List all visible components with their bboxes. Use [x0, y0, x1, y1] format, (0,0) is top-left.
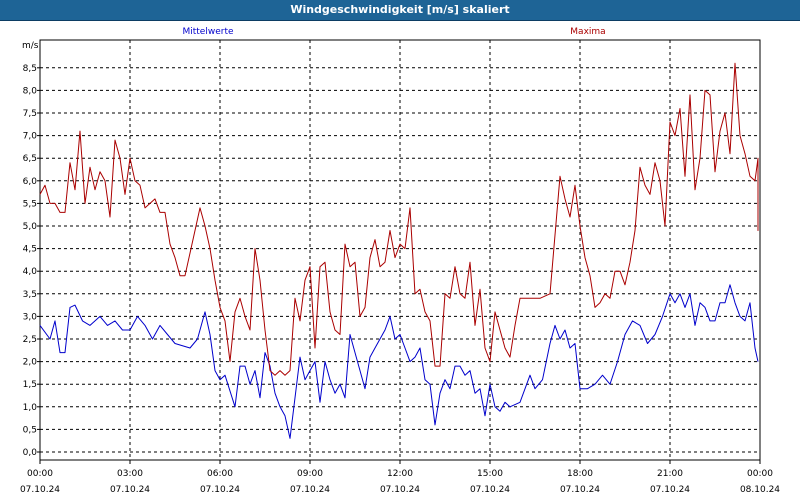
y-tick-label: 7,0	[23, 132, 38, 142]
series-line-maxima	[39, 62, 759, 376]
x-tick-date-label: 07.10.24	[20, 485, 60, 495]
x-tick-time-label: 00:00	[27, 469, 53, 479]
grid-layer	[40, 40, 760, 460]
y-tick-label: 5,0	[23, 222, 38, 232]
y-tick-label: 2,5	[23, 335, 37, 345]
chart-title: Windgeschwindigkeit [m/s] skaliert	[290, 3, 510, 16]
x-tick-time-label: 03:00	[117, 469, 143, 479]
x-tick-time-label: 06:00	[207, 469, 233, 479]
x-tick-date-label: 07.10.24	[470, 485, 510, 495]
x-tick-time-label: 12:00	[387, 469, 413, 479]
x-tick-date-label: 08.10.24	[740, 485, 780, 495]
x-tick-time-label: 00:00	[747, 469, 773, 479]
y-tick-label: 4,0	[23, 267, 38, 277]
x-tick-date-label: 07.10.24	[110, 485, 150, 495]
label-layer: m/s Mittelwerte Maxima 0,0 0,5 1,0 1,5 2,0 2,…	[20, 27, 780, 495]
y-tick-label: 0,5	[23, 425, 37, 435]
x-tick-date-label: 07.10.24	[290, 485, 330, 495]
y-tick-label: 3,5	[23, 290, 37, 300]
legend-mean: Mittelwerte	[182, 27, 233, 37]
series-layer	[39, 62, 759, 439]
y-tick-label: 2,0	[23, 358, 38, 368]
y-tick-label: 4,5	[23, 245, 37, 255]
chart-title-bar: Windgeschwindigkeit [m/s] skaliert	[0, 0, 800, 21]
y-tick-label: 1,5	[23, 380, 37, 390]
x-tick-date-label: 07.10.24	[650, 485, 690, 495]
x-tick-date-label: 07.10.24	[560, 485, 600, 495]
tick-layer	[37, 67, 761, 464]
y-axis-unit-label: m/s	[22, 41, 39, 51]
y-tick-label: 7,5	[23, 109, 37, 119]
x-tick-time-label: 09:00	[297, 469, 323, 479]
y-tick-label: 3,0	[23, 312, 38, 322]
y-tick-label: 8,0	[23, 86, 38, 96]
y-tick-label: 6,0	[23, 177, 38, 187]
x-tick-date-label: 07.10.24	[380, 485, 420, 495]
x-tick-date-label: 07.10.24	[200, 485, 240, 495]
y-tick-label: 1,0	[23, 403, 38, 413]
y-tick-label: 0,0	[23, 448, 38, 458]
x-tick-time-label: 21:00	[657, 469, 683, 479]
y-tick-label: 6,5	[23, 154, 37, 164]
series-line-mittelwerte	[39, 284, 759, 439]
x-tick-time-label: 15:00	[477, 469, 503, 479]
x-tick-time-label: 18:00	[567, 469, 593, 479]
y-tick-label: 5,5	[23, 199, 37, 209]
y-tick-label: 8,5	[23, 64, 37, 74]
legend-max: Maxima	[570, 27, 605, 37]
